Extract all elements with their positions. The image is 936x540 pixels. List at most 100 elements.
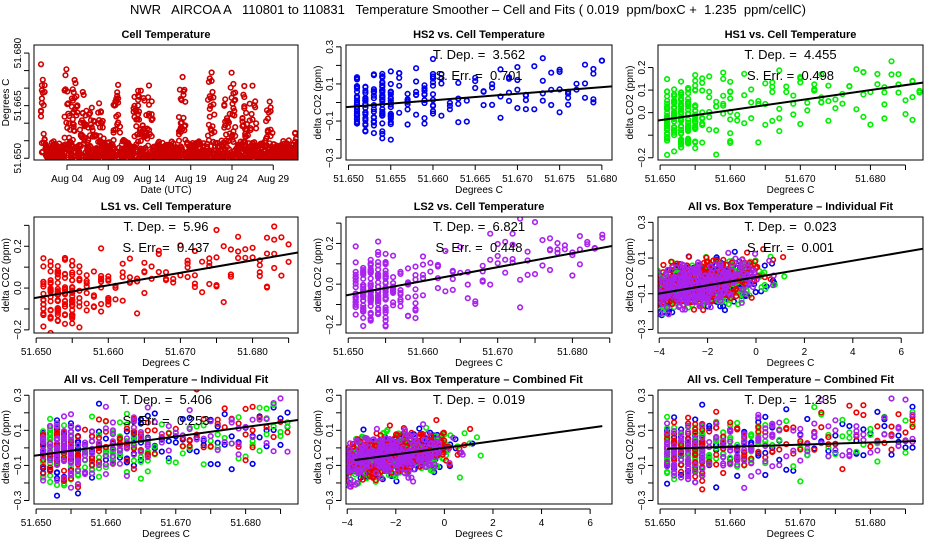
data-point xyxy=(699,275,706,283)
data-point xyxy=(645,306,650,311)
data-point xyxy=(811,85,818,93)
data-point xyxy=(208,69,215,76)
data-point xyxy=(145,94,152,101)
data-point xyxy=(69,277,76,284)
data-point xyxy=(640,273,645,278)
data-point xyxy=(379,83,386,90)
data-point xyxy=(706,88,713,95)
data-point xyxy=(531,63,538,70)
panel-title: All vs. Box Temperature – Individual Fit xyxy=(688,201,894,213)
data-point xyxy=(455,100,462,107)
data-point xyxy=(375,248,382,256)
y-tick-label: 0.3 xyxy=(325,39,336,53)
data-point xyxy=(678,261,686,268)
data-point xyxy=(54,317,61,324)
data-point xyxy=(74,103,81,110)
data-point xyxy=(427,268,434,275)
data-point xyxy=(39,463,47,470)
data-point xyxy=(479,262,486,269)
data-point xyxy=(285,137,292,144)
data-point xyxy=(647,304,652,309)
data-point xyxy=(46,422,54,430)
data-point xyxy=(360,270,367,277)
y-tick-label: 51.680 xyxy=(13,37,24,68)
data-point xyxy=(797,120,804,128)
data-point xyxy=(670,129,678,136)
data-point xyxy=(329,478,334,483)
data-point xyxy=(382,304,389,311)
data-point xyxy=(70,89,77,96)
data-point xyxy=(331,481,336,486)
data-point xyxy=(561,242,569,249)
data-point xyxy=(766,257,773,264)
data-point xyxy=(599,234,606,241)
data-point xyxy=(110,137,117,144)
data-point xyxy=(74,451,82,458)
data-point xyxy=(95,400,103,407)
data-point xyxy=(263,431,270,438)
data-point xyxy=(179,416,186,423)
data-point xyxy=(61,271,69,278)
data-point xyxy=(663,88,671,95)
data-point xyxy=(75,148,83,155)
data-point xyxy=(269,129,276,136)
data-point xyxy=(446,106,454,113)
data-point xyxy=(158,448,165,455)
x-tick-label: Aug 04 xyxy=(51,174,83,185)
data-point xyxy=(270,448,277,455)
data-point xyxy=(658,296,659,300)
data-point xyxy=(247,126,254,134)
data-point xyxy=(352,280,359,287)
data-point xyxy=(360,264,367,272)
data-point xyxy=(427,259,434,267)
data-point xyxy=(97,308,105,315)
data-point xyxy=(270,426,277,434)
data-point xyxy=(539,237,546,244)
data-point xyxy=(748,99,755,106)
data-point xyxy=(651,289,656,294)
data-point xyxy=(745,282,753,289)
data-point xyxy=(641,272,646,277)
x-axis-label: Degrees C xyxy=(455,358,503,369)
data-point xyxy=(613,300,618,305)
data-point xyxy=(539,262,546,269)
data-point xyxy=(123,428,130,435)
data-point xyxy=(509,256,516,263)
data-point xyxy=(109,419,116,426)
data-point xyxy=(60,457,68,464)
data-point xyxy=(182,122,189,129)
data-point xyxy=(256,414,263,421)
data-point xyxy=(387,103,394,111)
data-point xyxy=(256,262,263,269)
data-point xyxy=(584,241,591,248)
data-point xyxy=(128,143,135,150)
data-point xyxy=(370,72,378,79)
data-point xyxy=(326,450,331,455)
data-point xyxy=(67,411,75,418)
x-tick-label: 51.650 xyxy=(645,174,676,185)
data-point xyxy=(554,246,561,253)
data-point xyxy=(116,419,123,426)
data-point xyxy=(548,86,555,93)
fit-line xyxy=(34,251,298,300)
data-point xyxy=(53,417,61,424)
y-axis-label: delta CO2 (ppm) xyxy=(1,238,12,312)
data-point xyxy=(126,274,133,281)
data-point xyxy=(769,88,776,96)
data-point xyxy=(638,307,643,312)
data-point xyxy=(179,73,186,81)
data-point xyxy=(694,259,702,266)
data-point xyxy=(144,454,151,461)
data-point xyxy=(370,108,378,115)
data-point xyxy=(39,477,47,484)
x-tick-label: 51.680 xyxy=(587,174,618,185)
data-point xyxy=(375,311,382,318)
data-point xyxy=(706,126,713,133)
data-point xyxy=(193,436,200,443)
data-point xyxy=(669,264,676,271)
data-point xyxy=(412,300,419,307)
x-tick-label: 2 xyxy=(802,347,808,358)
data-point xyxy=(95,473,103,480)
data-point xyxy=(69,320,76,327)
